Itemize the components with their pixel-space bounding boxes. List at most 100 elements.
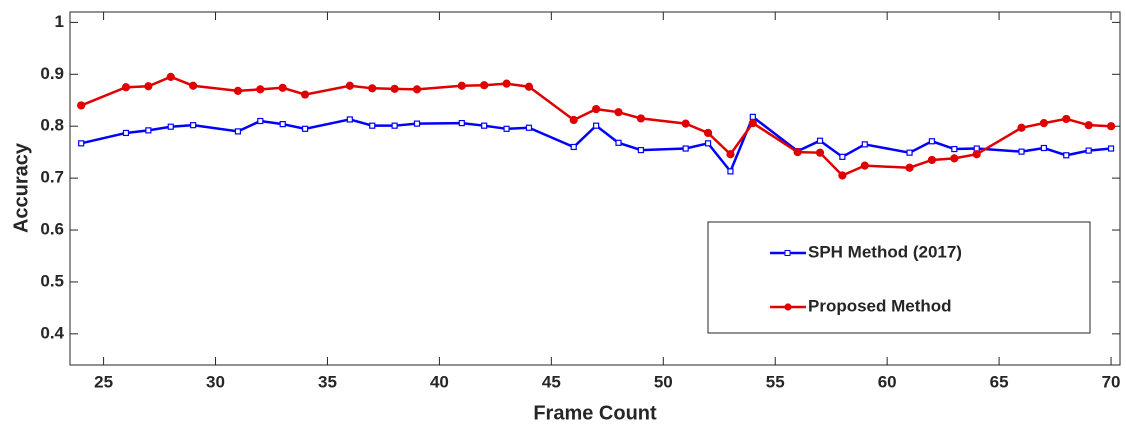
- point: [793, 148, 802, 157]
- point: [346, 116, 353, 123]
- y-tick-label: 1: [55, 12, 64, 31]
- y-tick-label: 0.5: [40, 271, 64, 290]
- point: [391, 122, 398, 129]
- y-tick-label: 0.6: [40, 220, 64, 239]
- point: [300, 90, 310, 99]
- x-tick-label: 25: [94, 372, 113, 391]
- legend-marker: [784, 303, 792, 311]
- point: [144, 82, 153, 91]
- point: [727, 168, 734, 175]
- point: [167, 123, 174, 130]
- point: [972, 150, 981, 159]
- point: [838, 171, 847, 180]
- x-tick-label: 30: [206, 372, 225, 391]
- point: [1039, 118, 1048, 128]
- legend-box: [707, 221, 1091, 334]
- point: [906, 149, 913, 156]
- point: [368, 84, 377, 93]
- point: [278, 83, 287, 92]
- point: [413, 120, 421, 127]
- legend-marker: [784, 250, 791, 256]
- point: [301, 125, 309, 132]
- point: [681, 119, 690, 128]
- x-tick-label: 55: [766, 372, 785, 391]
- plot-frame: [69, 11, 1121, 366]
- point: [951, 145, 958, 153]
- point: [637, 146, 644, 154]
- point: [458, 119, 465, 127]
- point: [189, 81, 198, 90]
- point: [122, 129, 130, 137]
- point: [1085, 147, 1092, 154]
- x-tick-label: 35: [318, 372, 337, 391]
- x-tick-label: 40: [430, 372, 449, 391]
- point: [503, 125, 510, 132]
- point: [950, 154, 959, 163]
- x-tick-label: 65: [990, 372, 1009, 391]
- point: [1107, 145, 1115, 152]
- point: [78, 140, 85, 147]
- point: [256, 85, 265, 94]
- point: [257, 117, 264, 125]
- point: [145, 127, 152, 134]
- point: [704, 140, 712, 147]
- point: [525, 124, 533, 131]
- x-tick-label: 70: [1102, 372, 1121, 391]
- point: [502, 79, 511, 88]
- point: [816, 137, 824, 144]
- point: [457, 81, 466, 90]
- point: [570, 143, 577, 151]
- series-line: [80, 114, 1112, 174]
- point: [815, 148, 825, 157]
- point: [121, 83, 131, 92]
- point: [369, 122, 376, 129]
- point: [279, 121, 286, 128]
- point: [1018, 148, 1025, 155]
- point: [749, 113, 756, 120]
- point: [726, 150, 735, 159]
- y-tick-label: 0.9: [40, 64, 64, 83]
- point: [345, 81, 354, 90]
- legend: SPH Method (2017) Proposed Method: [707, 221, 1091, 334]
- point: [861, 141, 868, 148]
- x-tick-label: 60: [878, 372, 897, 391]
- point: [1040, 144, 1047, 152]
- legend-label: Proposed Method: [808, 296, 952, 315]
- point: [593, 122, 600, 129]
- point: [636, 114, 645, 123]
- point: [614, 108, 623, 117]
- point: [1106, 122, 1116, 131]
- point: [928, 138, 936, 145]
- point: [390, 84, 399, 93]
- point: [615, 139, 622, 146]
- y-tick-label: 0.8: [40, 116, 64, 135]
- point: [905, 163, 914, 172]
- y-axis-label: Accuracy: [10, 142, 32, 233]
- x-axis-label: Frame Count: [533, 402, 657, 424]
- point: [481, 122, 488, 129]
- point: [524, 82, 534, 91]
- point: [682, 145, 689, 152]
- point: [234, 128, 242, 135]
- point: [1017, 123, 1026, 132]
- point: [703, 128, 713, 138]
- y-tick-label: 0.7: [40, 168, 64, 187]
- point: [412, 85, 422, 94]
- point: [569, 115, 578, 125]
- point: [233, 86, 243, 96]
- x-tick-label: 45: [542, 372, 561, 391]
- point: [1062, 114, 1071, 124]
- point: [190, 122, 197, 129]
- point: [77, 101, 86, 110]
- point: [1063, 152, 1070, 159]
- point: [166, 72, 175, 81]
- point: [860, 161, 869, 170]
- y-tick-label: 0.4: [40, 323, 64, 342]
- point: [748, 118, 757, 128]
- legend-label: SPH Method (2017): [808, 242, 962, 261]
- point: [839, 153, 846, 160]
- x-tick-label: 50: [654, 372, 673, 391]
- point: [1084, 121, 1093, 130]
- point: [592, 104, 601, 114]
